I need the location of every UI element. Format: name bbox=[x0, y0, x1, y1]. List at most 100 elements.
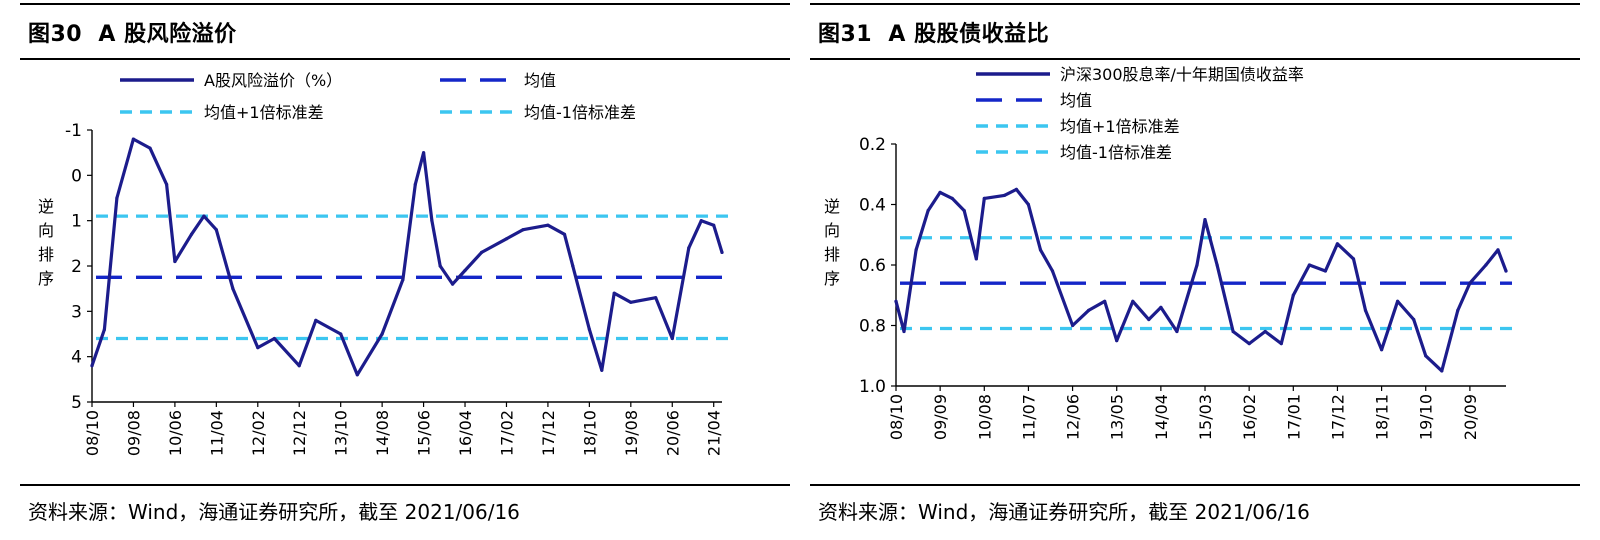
data-point bbox=[115, 196, 119, 200]
x-tick-label: 20/06 bbox=[663, 410, 682, 456]
legend-item-2: 均值+1倍标准差 bbox=[976, 117, 1180, 136]
title-rule bbox=[20, 58, 790, 60]
data-point bbox=[1038, 248, 1043, 252]
data-point bbox=[314, 318, 318, 322]
data-point bbox=[1147, 317, 1151, 322]
data-point bbox=[938, 190, 942, 194]
data-point bbox=[380, 332, 384, 336]
x-tick-label: 12/02 bbox=[249, 410, 268, 456]
legend-item-2: 均值+1倍标准差 bbox=[120, 103, 324, 122]
y-axis-label-char: 序 bbox=[824, 269, 840, 288]
data-point bbox=[463, 268, 467, 273]
y-tick-label: 1.0 bbox=[859, 377, 886, 397]
title-rule bbox=[810, 58, 1580, 60]
legend-label: 均值+1倍标准差 bbox=[1060, 117, 1180, 136]
data-point bbox=[894, 299, 898, 303]
data-point bbox=[1468, 281, 1472, 285]
source-note: 资料来源：Wind，海通证券研究所，截至 2021/06/16 bbox=[28, 500, 520, 524]
x-tick-label: 15/03 bbox=[1196, 394, 1215, 440]
legend-label: 均值 bbox=[524, 71, 556, 90]
source-note: 资料来源：Wind，海通证券研究所，截至 2021/06/16 bbox=[818, 500, 1310, 524]
y-axis-label-char: 排 bbox=[824, 245, 840, 264]
legend-label: 均值 bbox=[1060, 91, 1092, 110]
x-tick-label: 10/08 bbox=[975, 394, 994, 440]
data-point bbox=[587, 327, 592, 332]
data-point bbox=[430, 219, 434, 223]
legend-label: A股风险溢价（%） bbox=[204, 71, 342, 90]
data-point bbox=[600, 368, 604, 372]
x-tick-label: 12/06 bbox=[1064, 394, 1083, 440]
data-point bbox=[1323, 269, 1327, 273]
x-tick-label: 11/04 bbox=[207, 410, 226, 456]
y-axis-label-char: 排 bbox=[38, 245, 54, 264]
data-point bbox=[1380, 348, 1384, 352]
data-point bbox=[90, 364, 94, 368]
y-tick-label: 2 bbox=[71, 257, 82, 277]
legend-item-0: 沪深300股息率/十年期国债收益率 bbox=[976, 65, 1304, 84]
x-tick-label: 08/10 bbox=[83, 410, 102, 456]
data-point bbox=[962, 209, 966, 213]
x-tick-label: 13/05 bbox=[1108, 394, 1127, 440]
data-point bbox=[504, 237, 509, 241]
data-point bbox=[1103, 299, 1107, 303]
y-tick-label: 0 bbox=[71, 166, 82, 186]
data-point bbox=[401, 278, 405, 282]
x-tick-label: 17/12 bbox=[1328, 394, 1347, 440]
legend-item-1: 均值 bbox=[440, 71, 556, 90]
data-point bbox=[1026, 202, 1030, 207]
x-tick-label: 18/11 bbox=[1373, 394, 1392, 440]
data-point bbox=[546, 223, 550, 227]
x-tick-label: 13/10 bbox=[332, 410, 351, 456]
x-tick-label: 19/08 bbox=[622, 410, 641, 456]
data-point bbox=[1002, 193, 1006, 197]
data-point bbox=[1291, 293, 1295, 297]
legend-label: 均值+1倍标准差 bbox=[204, 103, 324, 122]
data-point bbox=[926, 209, 930, 213]
x-tick-label: 16/02 bbox=[1240, 394, 1259, 440]
data-point bbox=[1247, 342, 1251, 346]
y-tick-label: 5 bbox=[71, 393, 82, 413]
bottom-rule bbox=[810, 484, 1580, 486]
data-point bbox=[562, 232, 567, 236]
data-point bbox=[1115, 339, 1119, 343]
x-tick-label: 08/10 bbox=[887, 394, 906, 440]
data-point bbox=[1050, 269, 1055, 273]
y-tick-label: 0.4 bbox=[859, 196, 886, 216]
y-axis-label-char: 向 bbox=[824, 221, 840, 240]
x-tick-label: 15/06 bbox=[415, 410, 434, 456]
data-point bbox=[1195, 263, 1199, 267]
data-point bbox=[1440, 369, 1444, 373]
y-tick-label: 1 bbox=[71, 212, 82, 232]
data-point bbox=[1307, 263, 1311, 267]
x-tick-label: 21/04 bbox=[705, 410, 724, 456]
data-point bbox=[1231, 329, 1235, 334]
y-tick-label: 0.2 bbox=[859, 135, 886, 155]
x-tick-label: 12/12 bbox=[290, 410, 309, 456]
legend-item-3: 均值-1倍标准差 bbox=[976, 143, 1172, 162]
data-point bbox=[1335, 242, 1339, 246]
legend-label: 均值-1倍标准差 bbox=[1060, 143, 1172, 162]
x-tick-label: 10/06 bbox=[166, 410, 185, 456]
figure-title: 图30 A 股风险溢价 bbox=[28, 22, 237, 47]
data-point bbox=[629, 300, 633, 304]
data-point bbox=[982, 196, 986, 200]
x-tick-label: 19/10 bbox=[1417, 394, 1436, 440]
data-point bbox=[1396, 299, 1400, 303]
data-point bbox=[1203, 218, 1207, 222]
data-point bbox=[1456, 308, 1460, 312]
figure-30-panel: 图30 A 股风险溢价 -1 0 1 2 3 4 5 08/10 09/08 10/06 11/04… bbox=[20, 0, 790, 540]
x-tick-label: 14/04 bbox=[1152, 394, 1171, 440]
x-tick-label: 14/08 bbox=[373, 410, 392, 456]
data-point bbox=[1215, 263, 1219, 267]
data-point bbox=[189, 232, 194, 236]
y-axis-label-char: 逆 bbox=[38, 197, 54, 216]
y-axis-label-char: 逆 bbox=[824, 197, 840, 216]
data-point bbox=[612, 291, 616, 295]
data-point bbox=[1159, 305, 1163, 309]
data-point bbox=[451, 282, 455, 286]
y-axis-label-char: 向 bbox=[38, 221, 54, 240]
x-tick-label: 16/04 bbox=[456, 410, 475, 456]
data-point bbox=[1484, 263, 1488, 267]
data-point bbox=[202, 214, 206, 218]
y-tick-label: 3 bbox=[71, 302, 82, 322]
